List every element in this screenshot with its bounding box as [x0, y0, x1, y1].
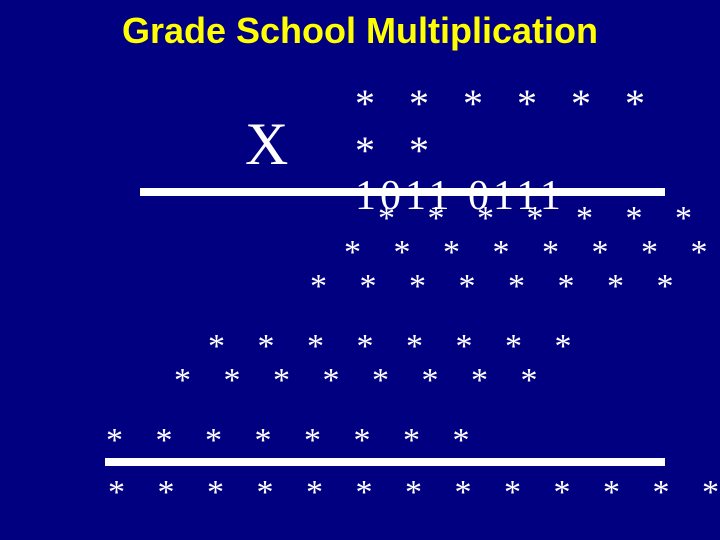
multiplication-setup: * * * * * * * * X 1011 0111 — [355, 80, 660, 220]
product-result: * * * * * * * * * * * * * * * * — [108, 474, 720, 512]
multiply-sign: X — [245, 110, 288, 179]
partial-product-row: * * * * * * * * — [174, 364, 550, 398]
partial-product-row: * * * * * * * * — [344, 236, 720, 270]
divider-bottom — [105, 458, 665, 466]
divider-top — [140, 188, 665, 196]
partial-product-row: * * * * * * * * — [106, 424, 482, 458]
partial-product-row: * * * * * * * * — [378, 202, 720, 236]
partial-product-row: * * * * * * * * — [208, 330, 584, 364]
partial-product-row: * * * * * * * * — [310, 270, 686, 304]
slide-title: Grade School Multiplication — [122, 10, 598, 52]
multiplicand: * * * * * * * * — [355, 80, 660, 174]
